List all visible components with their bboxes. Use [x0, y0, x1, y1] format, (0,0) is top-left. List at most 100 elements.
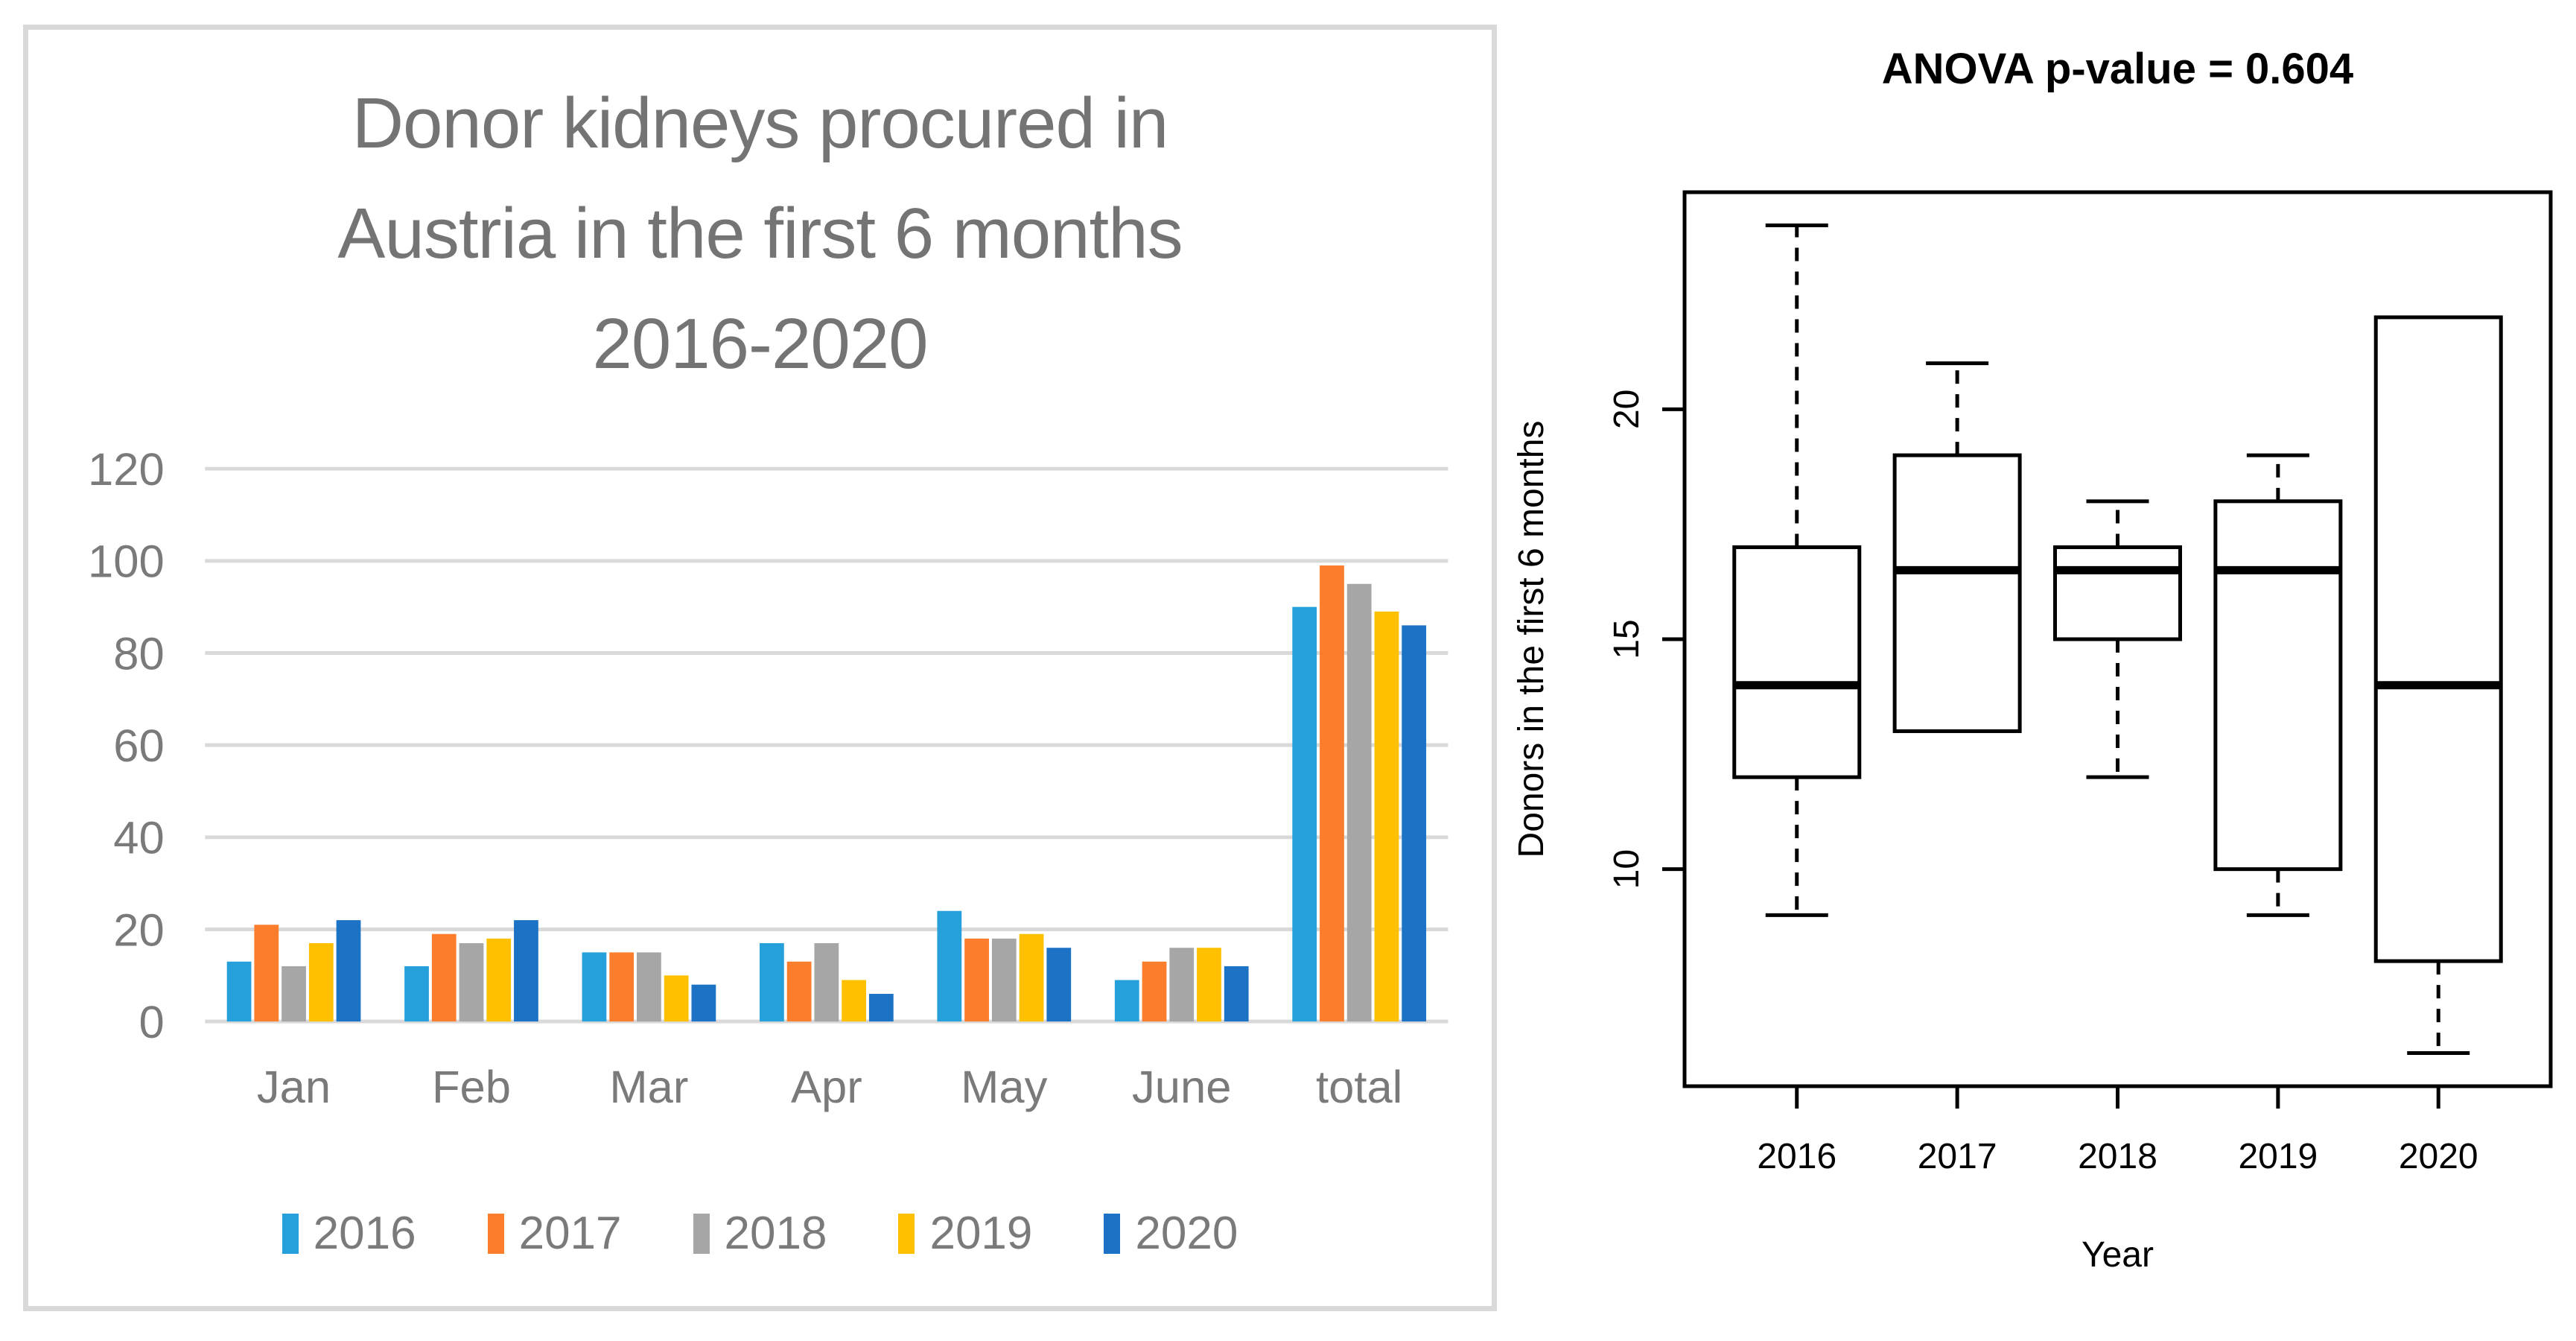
bar-2016-May: [937, 910, 962, 1022]
bar-2016-Mar: [582, 952, 607, 1022]
bar-category-label-total: total: [1316, 1062, 1402, 1113]
legend-label-2020: 2020: [1135, 1208, 1238, 1259]
bar-category-label-Feb: Feb: [432, 1062, 511, 1113]
legend-label-2016: 2016: [313, 1208, 416, 1259]
bar-category-label-Jan: Jan: [257, 1062, 331, 1113]
boxplot-box-2018: [2053, 499, 2182, 779]
bar-2017-May: [964, 938, 989, 1022]
bar-chart-title-line-3: 2016-2020: [592, 304, 928, 384]
bar-category-label-May: May: [961, 1062, 1048, 1113]
bar-ytick-label-80: 80: [113, 628, 164, 679]
iqr-box-2018: [2053, 545, 2182, 641]
bar-group-Mar: [582, 952, 716, 1022]
boxplot-panel: ANOVA p-value = 0.604 10 15 20 Donors in the…: [1497, 0, 2576, 1341]
bar-2020-Apr: [868, 994, 894, 1022]
boxplot-box-2017: [1892, 361, 2022, 733]
bar-2019-total: [1374, 611, 1399, 1022]
legend-label-2017: 2017: [518, 1208, 622, 1259]
bar-2016-Feb: [404, 966, 429, 1022]
boxplot-box-2020: [2373, 315, 2503, 1056]
bar-chart-plot-area: 0 20 40 60 80 100 120 Jan Feb Mar Apr May June total: [88, 444, 1448, 1113]
iqr-box-2017: [1892, 453, 2022, 733]
bar-category-label-Mar: Mar: [609, 1062, 688, 1113]
bar-2017-Feb: [431, 933, 457, 1022]
legend-item-2019: 2019: [898, 1207, 1032, 1260]
boxplot-xtick-label-2019: 2019: [2238, 1137, 2318, 1176]
legend-swatch-2016: [282, 1213, 299, 1254]
bar-group-total: [1292, 565, 1427, 1022]
boxplot-ytick-label-10: 10: [1607, 849, 1647, 889]
bar-series-groups: [226, 565, 1427, 1022]
bar-2017-total: [1320, 565, 1344, 1022]
legend-swatch-2019: [898, 1213, 915, 1254]
bar-2016-Apr: [760, 943, 784, 1022]
boxplot-xtick-label-2018: 2018: [2078, 1137, 2157, 1176]
bar-2019-Mar: [664, 975, 689, 1022]
bar-2020-Mar: [691, 984, 716, 1022]
bar-group-June: [1114, 948, 1249, 1022]
boxplot-ylabel: Donors in the first 6 months: [1512, 421, 1551, 858]
legend-swatch-2020: [1104, 1213, 1121, 1254]
bar-chart-title-line-1: Donor kidneys procured in: [352, 83, 1169, 163]
bar-2018-June: [1169, 948, 1195, 1022]
boxplot-ytick-label-20: 20: [1607, 390, 1647, 429]
bar-ytick-label-0: 0: [139, 997, 164, 1048]
bar-2018-May: [991, 938, 1017, 1022]
legend-item-2017: 2017: [487, 1207, 622, 1260]
boxplot-box-2016: [1732, 223, 1862, 917]
bar-2018-Feb: [459, 943, 484, 1022]
bar-2016-June: [1114, 980, 1139, 1022]
boxplot-xtick-label-2017: 2017: [1918, 1137, 1997, 1176]
bar-2017-Apr: [786, 961, 812, 1022]
bar-2020-Feb: [514, 920, 538, 1022]
legend-swatch-2017: [487, 1213, 504, 1254]
boxplot-xtick-label-2020: 2020: [2399, 1137, 2478, 1176]
bar-ytick-label-120: 120: [88, 444, 165, 495]
bar-2018-total: [1346, 583, 1372, 1022]
bar-2019-Jan: [308, 943, 334, 1022]
legend-swatch-2018: [693, 1213, 710, 1254]
bar-chart-panel: Donor kidneys procured in Austria in the…: [23, 25, 1497, 1311]
bar-ytick-label-60: 60: [113, 720, 164, 772]
bar-2020-June: [1224, 966, 1249, 1022]
bar-group-May: [937, 910, 1072, 1022]
bar-2020-Jan: [336, 920, 361, 1022]
bar-category-label-Apr: Apr: [791, 1062, 862, 1113]
bar-2020-May: [1046, 948, 1072, 1022]
bar-2019-May: [1019, 933, 1044, 1022]
bar-chart-title-line-2: Austria in the first 6 months: [337, 194, 1183, 273]
bar-2019-Feb: [486, 938, 512, 1022]
bar-2016-Jan: [226, 961, 252, 1022]
iqr-box-2016: [1732, 545, 1862, 779]
bar-2018-Apr: [814, 943, 839, 1022]
legend-item-2018: 2018: [693, 1207, 827, 1260]
legend-item-2020: 2020: [1104, 1207, 1238, 1260]
boxplot-xlabel: Year: [2082, 1235, 2154, 1275]
bar-chart-legend: 2016 2017 2018 2019 2020: [28, 1207, 1492, 1260]
bar-2018-Mar: [637, 952, 661, 1022]
bar-gridlines: [205, 466, 1448, 1024]
boxplot-title: ANOVA p-value = 0.604: [1882, 45, 2353, 93]
bar-2019-Apr: [842, 980, 866, 1022]
bar-ytick-label-40: 40: [113, 813, 164, 864]
bar-ytick-label-20: 20: [113, 904, 164, 956]
legend-label-2019: 2019: [929, 1208, 1033, 1259]
bar-2017-Jan: [254, 925, 279, 1022]
iqr-box-2019: [2213, 499, 2343, 872]
bar-2017-Mar: [609, 952, 635, 1022]
bar-ytick-labels: 0 20 40 60 80 100 120: [88, 444, 165, 1048]
bar-group-Jan: [226, 920, 361, 1022]
iqr-box-2020: [2373, 315, 2503, 963]
bar-ytick-label-100: 100: [88, 536, 165, 588]
legend-label-2018: 2018: [724, 1208, 827, 1259]
bar-2016-total: [1292, 606, 1317, 1022]
bar-group-Apr: [760, 943, 894, 1022]
boxplot-xtick-label-2016: 2016: [1757, 1137, 1836, 1176]
bar-group-Feb: [404, 920, 538, 1022]
bar-chart-title: Donor kidneys procured in Austria in the…: [28, 69, 1492, 399]
bar-2017-June: [1142, 961, 1167, 1022]
legend-item-2016: 2016: [282, 1207, 416, 1260]
boxplot-ytick-label-15: 15: [1607, 619, 1647, 659]
bar-2019-June: [1197, 948, 1221, 1022]
